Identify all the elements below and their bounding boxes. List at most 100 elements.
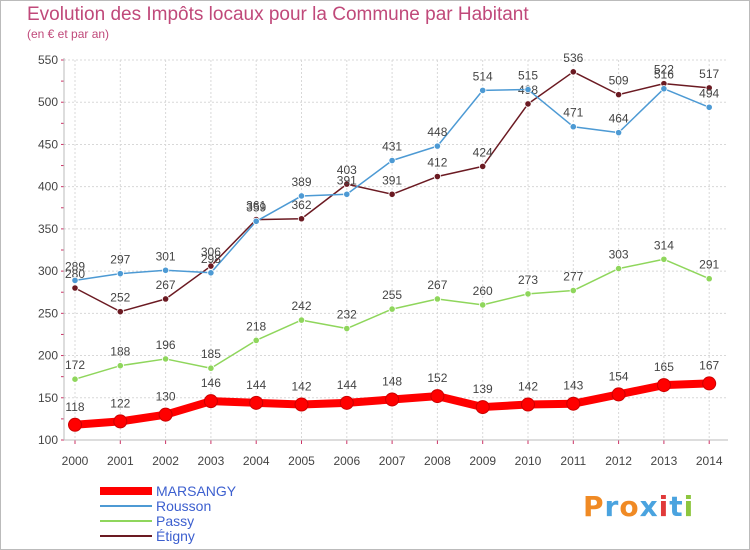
data-label: 260 <box>473 284 493 298</box>
data-point <box>207 364 215 372</box>
data-label: 515 <box>518 69 538 83</box>
data-point <box>660 255 668 263</box>
data-label: 403 <box>337 163 357 177</box>
data-point <box>297 215 306 223</box>
data-label: 412 <box>427 156 447 170</box>
data-label: 464 <box>609 112 629 126</box>
data-label: 297 <box>110 253 130 267</box>
data-point <box>614 129 623 137</box>
chart-title: Evolution des Impôts locaux pour la Comm… <box>27 4 529 25</box>
chart-subtitle: (en € et par an) <box>27 27 110 41</box>
data-label: 273 <box>518 273 538 287</box>
legend-label: Étigny <box>156 528 195 544</box>
x-tick-label: 2002 <box>152 454 179 468</box>
data-label: 172 <box>65 358 85 372</box>
data-point <box>430 389 445 404</box>
proxiti-logo: Proxiti <box>583 490 694 523</box>
y-tick-label: 450 <box>38 137 58 151</box>
x-tick-label: 2012 <box>605 454 632 468</box>
data-label: 152 <box>427 371 447 385</box>
y-tick-label: 400 <box>38 180 58 194</box>
data-label: 167 <box>699 358 719 372</box>
legend-label: MARSANGY <box>156 483 237 499</box>
logo-letter: i <box>658 490 670 523</box>
data-point <box>524 290 532 298</box>
data-label: 118 <box>65 400 84 414</box>
data-label: 139 <box>473 382 493 396</box>
data-point <box>116 270 124 278</box>
data-label: 536 <box>563 51 583 65</box>
data-point <box>388 305 396 313</box>
data-label: 514 <box>473 69 493 83</box>
y-tick-label: 550 <box>38 53 58 67</box>
x-tick-label: 2013 <box>651 454 678 468</box>
data-point <box>611 387 626 402</box>
data-label: 361 <box>246 199 266 213</box>
data-point <box>294 397 309 412</box>
data-point <box>385 392 400 407</box>
data-point <box>249 395 264 410</box>
data-label: 148 <box>382 374 402 388</box>
logo-letter: r <box>604 490 620 523</box>
data-point <box>433 172 441 181</box>
data-label: 267 <box>427 278 447 292</box>
x-tick-label: 2007 <box>379 454 406 468</box>
data-point <box>614 264 623 273</box>
data-label: 252 <box>110 291 130 305</box>
data-point <box>297 316 306 324</box>
y-tick-label: 500 <box>38 95 58 109</box>
data-label: 431 <box>382 139 402 153</box>
data-point <box>433 142 441 150</box>
data-label: 306 <box>201 245 221 259</box>
data-point <box>71 375 79 383</box>
data-point <box>203 394 218 409</box>
legend-label: Passy <box>156 513 195 529</box>
logo-letter: x <box>639 490 659 523</box>
data-point <box>479 86 487 95</box>
data-label: 298 <box>201 252 221 266</box>
data-label: 280 <box>65 267 85 281</box>
data-label: 144 <box>337 378 357 392</box>
data-label: 165 <box>654 360 674 374</box>
data-point <box>479 301 487 309</box>
data-point <box>71 284 79 292</box>
data-label: 142 <box>291 380 311 394</box>
x-tick-label: 2000 <box>62 454 89 468</box>
data-point <box>252 336 260 344</box>
data-label: 291 <box>699 258 719 272</box>
y-tick-label: 350 <box>38 222 58 236</box>
data-point <box>116 362 124 370</box>
data-label: 188 <box>110 345 130 359</box>
data-label: 144 <box>246 378 266 392</box>
logo-letter: t <box>669 490 684 523</box>
data-point <box>343 324 351 333</box>
data-label: 391 <box>382 173 402 187</box>
legend-swatch <box>100 505 152 507</box>
data-label: 509 <box>609 74 629 88</box>
x-tick-label: 2001 <box>107 454 134 468</box>
data-point <box>297 192 306 200</box>
y-tick-label: 250 <box>38 306 58 320</box>
data-label: 448 <box>427 125 447 139</box>
x-tick-label: 2004 <box>243 454 270 468</box>
data-point <box>162 266 170 274</box>
x-tick-label: 2014 <box>696 454 723 468</box>
data-label: 314 <box>654 238 674 252</box>
data-point <box>388 156 396 165</box>
data-label: 424 <box>473 145 493 159</box>
legend-label: Rousson <box>156 498 212 514</box>
logo-letter: o <box>619 490 640 523</box>
data-point <box>705 84 713 92</box>
data-label: 242 <box>291 299 311 313</box>
data-point <box>660 85 668 93</box>
data-label: 130 <box>156 390 176 404</box>
data-point <box>113 414 128 429</box>
data-label: 143 <box>563 379 583 393</box>
data-label: 303 <box>609 248 629 262</box>
data-point <box>705 275 713 283</box>
data-label: 359 <box>246 200 266 214</box>
data-label: 362 <box>291 198 311 212</box>
data-point <box>162 355 170 363</box>
